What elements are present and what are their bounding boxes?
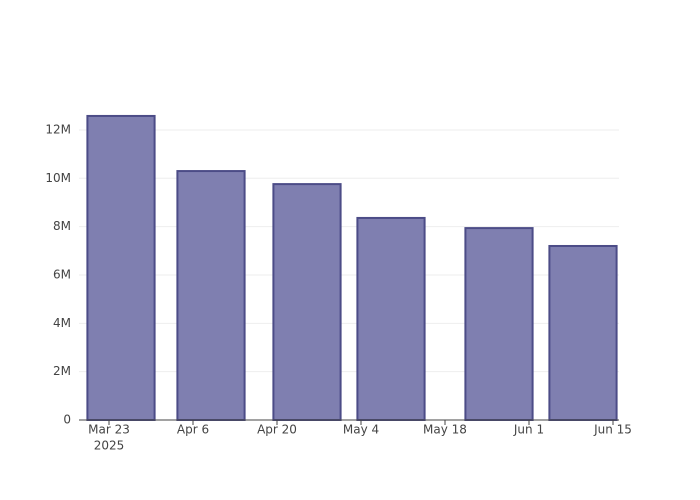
y-tick-label: 8M (53, 219, 71, 233)
y-tick-label: 12M (45, 122, 71, 136)
x-tick-label: May 18 (423, 423, 467, 437)
x-tick-label: Jun 15 (593, 423, 632, 437)
x-year-label: 2025 (94, 439, 125, 453)
bar (86, 114, 156, 421)
x-tick-label: Apr 20 (257, 423, 297, 437)
x-tick-label: Apr 6 (177, 423, 209, 437)
x-tick-label: Mar 23 (88, 423, 130, 437)
y-tick-label: 0 (63, 413, 71, 427)
y-tick-label: 4M (53, 316, 71, 330)
x-tick-label: May 4 (343, 423, 379, 437)
y-tick-label: 10M (45, 171, 71, 185)
y-tick-label: 2M (53, 364, 71, 378)
bar (272, 183, 342, 421)
x-tick-label: Jun 1 (513, 423, 544, 437)
bar (176, 170, 246, 421)
bar (548, 244, 618, 421)
bar (356, 216, 426, 421)
bar (464, 227, 534, 421)
y-tick-label: 6M (53, 267, 71, 281)
